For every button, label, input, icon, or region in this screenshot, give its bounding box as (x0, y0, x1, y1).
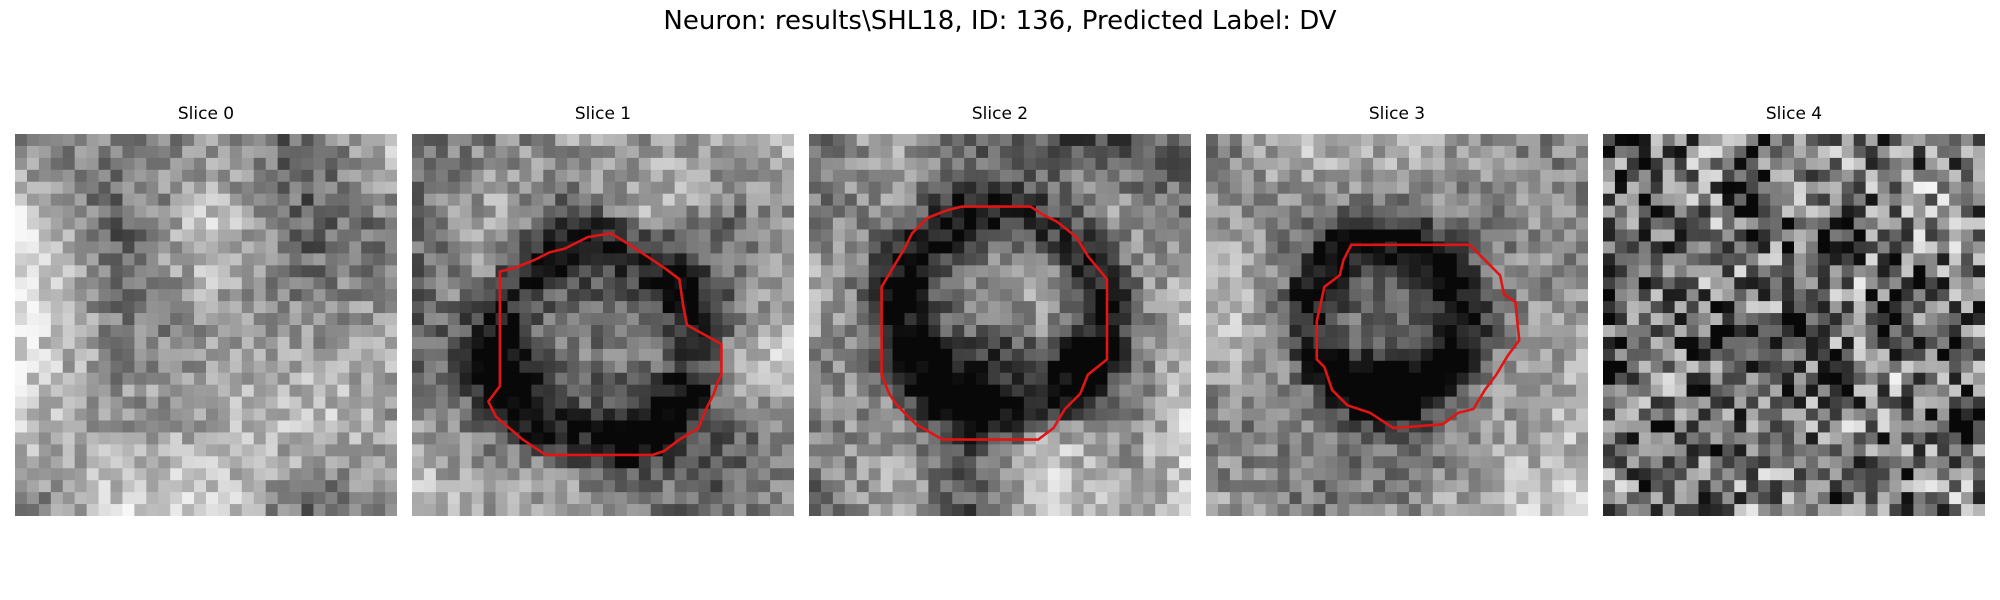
segmentation-contour (1315, 243, 1521, 430)
slice-title: Slice 1 (574, 104, 632, 124)
slice-title: Slice 0 (177, 104, 235, 124)
slice-title: Slice 3 (1368, 104, 1426, 124)
slice-image (15, 134, 397, 516)
slice-panel-1: Slice 1 (412, 104, 794, 516)
segmentation-contour (487, 232, 723, 457)
slice-image (1206, 134, 1588, 516)
figure-title: Neuron: results\SHL18, ID: 136, Predicte… (663, 6, 1337, 36)
slice-panel-0: Slice 0 (15, 104, 397, 516)
slice-panel-3: Slice 3 (1206, 104, 1588, 516)
slice-image (412, 134, 794, 516)
slice-image (809, 134, 1191, 516)
slice-image (1603, 134, 1985, 516)
segmentation-contour (880, 205, 1109, 441)
slice-title: Slice 4 (1765, 104, 1823, 124)
slice-panel-4: Slice 4 (1603, 104, 1985, 516)
slice-title: Slice 2 (971, 104, 1029, 124)
slice-panel-2: Slice 2 (809, 104, 1191, 516)
